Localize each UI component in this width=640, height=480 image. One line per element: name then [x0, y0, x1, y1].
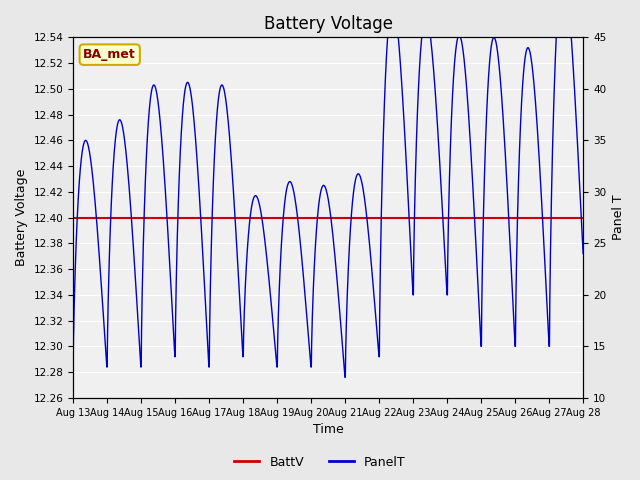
Text: BA_met: BA_met [83, 48, 136, 61]
Title: Battery Voltage: Battery Voltage [264, 15, 393, 33]
Legend: BattV, PanelT: BattV, PanelT [229, 451, 411, 474]
X-axis label: Time: Time [313, 423, 344, 436]
Y-axis label: Panel T: Panel T [612, 195, 625, 240]
Y-axis label: Battery Voltage: Battery Voltage [15, 169, 28, 266]
